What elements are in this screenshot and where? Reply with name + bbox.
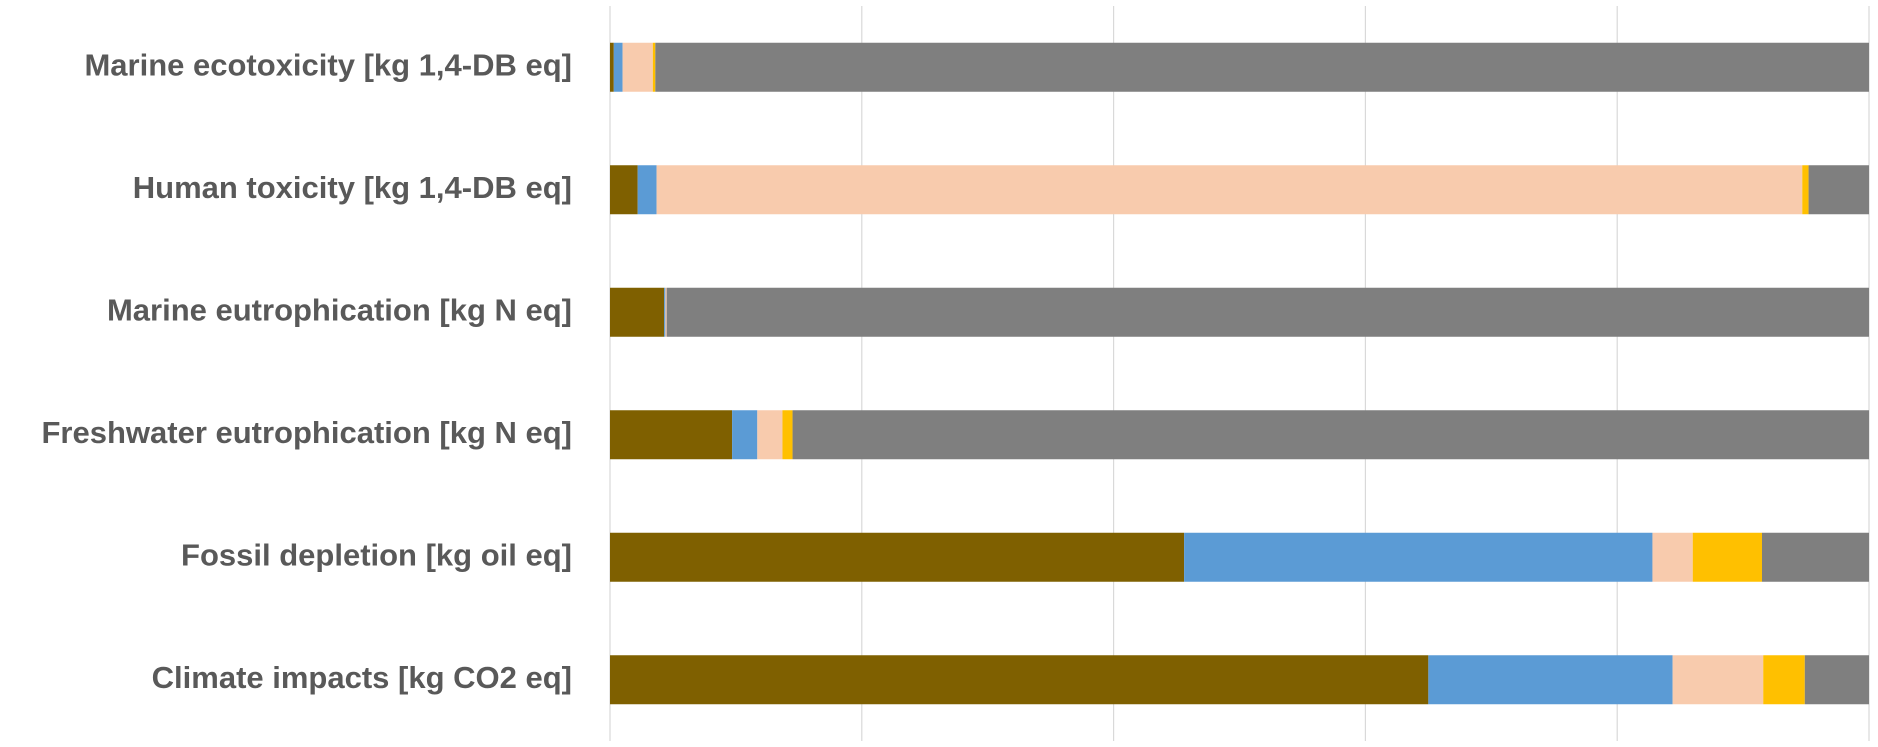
bar-segment	[637, 165, 657, 215]
bar-segment	[1802, 165, 1809, 215]
bar-segment	[1761, 532, 1869, 582]
bar-segment	[622, 42, 653, 92]
bar-segment	[610, 42, 614, 92]
bar-segment	[792, 410, 1870, 460]
category-label: Marine eutrophication [kg N eq]	[107, 292, 572, 327]
bar-segment	[610, 655, 1429, 705]
bar-segment	[1808, 165, 1869, 215]
bar-segment	[664, 287, 666, 337]
category-label: Fossil depletion [kg oil eq]	[181, 537, 572, 572]
bar-segment	[655, 42, 1869, 92]
category-label: Climate impacts [kg CO2 eq]	[152, 660, 572, 695]
bar-segment	[1672, 655, 1764, 705]
bar-segment	[1763, 655, 1805, 705]
bar-segment	[665, 287, 667, 337]
bar-segment	[1804, 655, 1869, 705]
bar-segment	[610, 287, 665, 337]
bar-segment	[1692, 532, 1762, 582]
bar-segment	[757, 410, 783, 460]
bar-segment	[610, 165, 638, 215]
bar-segment	[782, 410, 793, 460]
bar-segment	[610, 410, 733, 460]
bar-segment	[666, 287, 1869, 337]
bar-segment	[1184, 532, 1653, 582]
category-label: Marine ecotoxicity [kg 1,4-DB eq]	[84, 47, 572, 82]
bar-segment	[610, 532, 1185, 582]
bar-segment	[1428, 655, 1673, 705]
category-label: Freshwater eutrophication [kg N eq]	[41, 415, 572, 450]
bar-segment	[613, 42, 623, 92]
category-label: Human toxicity [kg 1,4-DB eq]	[133, 170, 572, 205]
bar-segment	[1652, 532, 1693, 582]
bar-segment	[652, 42, 656, 92]
bar-segment	[732, 410, 758, 460]
bar-segment	[656, 165, 1803, 215]
